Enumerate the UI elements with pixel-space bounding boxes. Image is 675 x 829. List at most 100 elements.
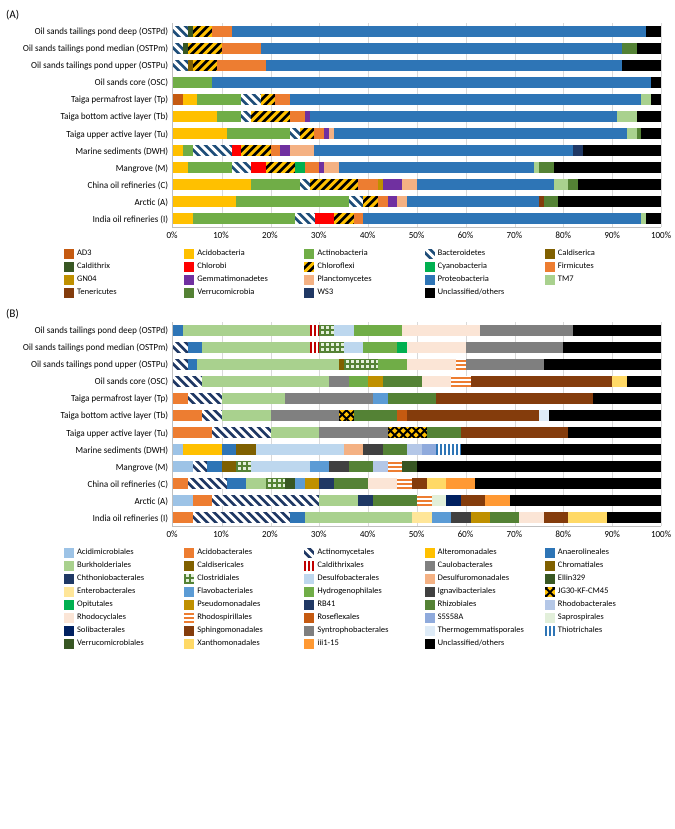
bar-segment: [212, 77, 651, 88]
bar-segment: [354, 410, 398, 421]
bar-segment: [412, 512, 432, 523]
bar-segment: [183, 145, 193, 156]
category-label: Taiga permafrost layer (Tp): [4, 390, 168, 407]
category-label: Oil sands tailings pond median (OSTPm): [4, 339, 168, 356]
bar-segment: [407, 359, 456, 370]
legend-swatch: [184, 613, 194, 623]
bar-segment: [300, 179, 310, 190]
bar-segment: [266, 162, 295, 173]
panel-a-bars: [173, 23, 661, 227]
category-label: Oil sands core (OSC): [4, 373, 168, 390]
bar-segment: [271, 145, 281, 156]
bar-row: [173, 441, 661, 458]
bar-row: [173, 424, 661, 441]
bar-segment: [251, 111, 290, 122]
bar-segment: [456, 359, 466, 370]
bar-segment: [568, 179, 578, 190]
legend-label: Gemmatimonadetes: [197, 275, 268, 284]
legend-swatch: [304, 600, 314, 610]
category-label: India oil refineries (I): [4, 211, 168, 228]
bar-segment: [227, 478, 247, 489]
legend-item: RB41: [304, 599, 420, 611]
bar-segment: [193, 512, 291, 523]
bar-segment: [173, 410, 202, 421]
bar-segment: [446, 478, 475, 489]
bar-segment: [241, 111, 251, 122]
legend-label: WS3: [317, 288, 333, 297]
xtick-label: 20%: [262, 230, 278, 241]
legend-swatch: [184, 249, 194, 259]
legend-label: AD3: [77, 249, 91, 258]
legend-swatch: [64, 587, 74, 597]
legend-item: Anaerolineales: [545, 547, 661, 559]
bar-segment: [466, 359, 544, 370]
bar-segment: [173, 145, 183, 156]
bar-segment: [305, 162, 320, 173]
bar-segment: [363, 342, 397, 353]
xtick-label: 30%: [311, 529, 327, 540]
bar-segment: [422, 376, 451, 387]
bar-segment: [651, 77, 661, 88]
bar-row: [173, 125, 661, 142]
bar-segment: [378, 359, 407, 370]
bar-segment: [188, 162, 232, 173]
bar-segment: [188, 478, 227, 489]
bar-segment: [451, 376, 471, 387]
legend-item: Rhodospirillales: [184, 612, 300, 624]
bar-segment: [329, 376, 349, 387]
legend-item: Chloroflexi: [304, 261, 420, 273]
xtick-label: 10%: [213, 529, 229, 540]
legend-label: Xanthomonadales: [197, 639, 260, 648]
bar-segment: [319, 478, 334, 489]
bar-segment: [305, 478, 320, 489]
legend-item: Firmicutes: [545, 261, 661, 273]
bar-segment: [646, 26, 661, 37]
bar-segment: [188, 359, 198, 370]
legend-label: Anaerolineales: [558, 548, 609, 557]
bar-segment: [232, 145, 242, 156]
bar-segment: [222, 444, 237, 455]
bar-segment: [310, 111, 617, 122]
bar-segment: [388, 427, 427, 438]
bar-segment: [510, 495, 661, 506]
bar-segment: [212, 427, 271, 438]
legend-swatch: [425, 600, 435, 610]
bar-segment: [300, 128, 315, 139]
legend-label: Rhodocyclales: [77, 613, 126, 622]
panel-b-xaxis: 0%10%20%30%40%50%60%70%80%90%100%: [172, 527, 661, 541]
bar-segment: [173, 325, 183, 336]
bar-segment: [197, 359, 339, 370]
bar-segment: [339, 410, 354, 421]
category-label: Oil sands tailings pond deep (OSTPd): [4, 23, 168, 40]
bar-segment: [310, 179, 359, 190]
bar-segment: [612, 376, 627, 387]
legend-item: Pseudomonadales: [184, 599, 300, 611]
category-label: Oil sands tailings pond upper (OSTPu): [4, 57, 168, 74]
bar-segment: [461, 427, 568, 438]
category-label: Taiga upper active layer (Tu): [4, 425, 168, 442]
category-label: Marine sediments (DWH): [4, 143, 168, 160]
legend-swatch: [184, 626, 194, 636]
legend-swatch: [425, 574, 435, 584]
legend-label: Ellin329: [558, 574, 585, 583]
bar-segment: [314, 145, 573, 156]
category-label: Oil sands tailings pond deep (OSTPd): [4, 322, 168, 339]
legend-item: Opitutales: [64, 599, 180, 611]
legend-label: JG30-KF-CM45: [558, 587, 609, 596]
bar-segment: [480, 325, 573, 336]
bar-segment: [222, 410, 271, 421]
legend-item: AD3: [64, 248, 180, 260]
legend-item: Actinobacteria: [304, 248, 420, 260]
bar-segment: [173, 128, 227, 139]
bar-segment: [363, 444, 383, 455]
bar-segment: [354, 325, 403, 336]
bar-segment: [173, 512, 193, 523]
bar-segment: [261, 43, 622, 54]
bar-segment: [173, 77, 212, 88]
bar-segment: [173, 60, 188, 71]
legend-label: Hydrogenophilales: [317, 587, 381, 596]
legend-item: Actinomycetales: [304, 547, 420, 559]
bar-segment: [349, 461, 373, 472]
legend-item: Thiotrichales: [545, 625, 661, 637]
legend-label: GN04: [77, 275, 96, 284]
